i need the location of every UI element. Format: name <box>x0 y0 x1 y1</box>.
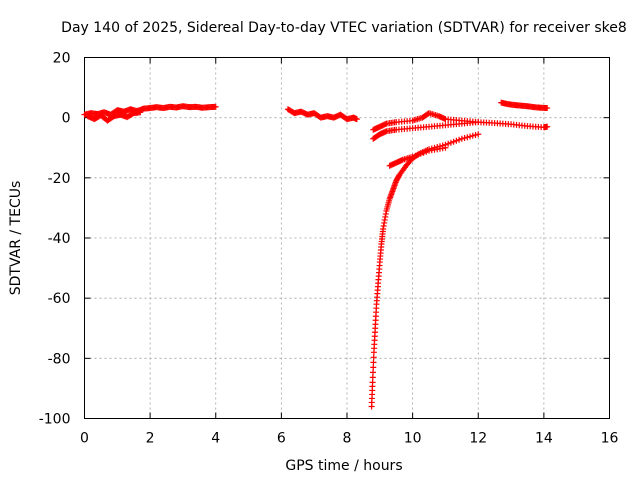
data-point <box>469 132 476 139</box>
data-point <box>475 119 482 126</box>
data-points <box>81 99 551 410</box>
data-point <box>137 109 144 116</box>
y-tick-label: -40 <box>48 231 71 247</box>
data-point <box>412 152 419 159</box>
x-tick-label: 4 <box>211 431 220 447</box>
x-tick-label: 6 <box>277 431 286 447</box>
data-point <box>475 131 482 138</box>
data-point <box>212 103 219 110</box>
data-point <box>458 135 465 142</box>
data-point <box>447 139 454 146</box>
data-point <box>453 137 460 144</box>
data-point <box>450 138 457 145</box>
series-seg5 <box>370 110 482 133</box>
data-point <box>423 148 430 155</box>
data-point <box>415 151 422 158</box>
data-point <box>353 116 360 123</box>
data-point <box>370 354 377 361</box>
series-seg6 <box>386 144 449 169</box>
data-point <box>544 123 551 130</box>
y-tick-label: 20 <box>53 51 71 67</box>
data-point <box>370 364 377 371</box>
data-point <box>464 134 471 141</box>
data-point <box>370 359 377 366</box>
data-point <box>442 144 449 151</box>
x-tick-label: 16 <box>601 431 619 447</box>
y-tick-label: -80 <box>48 351 71 367</box>
axis-ticks: 0 2 4 6 8 10 12 14 16 -100 -80 -60 -40 -20 0 20 <box>39 51 619 447</box>
series-seg1 <box>81 103 219 118</box>
data-point <box>461 134 468 141</box>
y-tick-label: 0 <box>62 111 71 127</box>
data-point <box>417 150 424 157</box>
series-seg2 <box>284 106 360 123</box>
x-tick-label: 0 <box>80 431 89 447</box>
x-tick-label: 8 <box>343 431 352 447</box>
y-tick-label: -60 <box>48 291 71 307</box>
data-point <box>472 131 479 138</box>
chart-title: Day 140 of 2025, Sidereal Day-to-day VTE… <box>61 20 627 36</box>
data-point <box>369 379 376 386</box>
x-tick-label: 14 <box>535 431 553 447</box>
x-axis-label: GPS time / hours <box>285 458 402 474</box>
data-point <box>544 105 551 112</box>
data-point <box>370 369 377 376</box>
series-seg3-steep <box>368 131 482 410</box>
data-point <box>369 374 376 381</box>
data-point <box>467 133 474 140</box>
series-seg1-lower <box>84 109 144 124</box>
data-point <box>409 153 416 160</box>
y-tick-label: -20 <box>48 171 71 187</box>
grid-lines <box>84 57 610 419</box>
x-tick-label: 12 <box>469 431 487 447</box>
y-tick-label: -100 <box>39 412 71 428</box>
data-point <box>445 140 452 147</box>
series-seg7 <box>498 99 551 112</box>
data-point <box>456 136 463 143</box>
data-point <box>420 149 427 156</box>
x-tick-label: 2 <box>146 431 155 447</box>
x-tick-label: 10 <box>404 431 422 447</box>
y-axis-label: SDTVAR / TECUs <box>8 181 24 296</box>
